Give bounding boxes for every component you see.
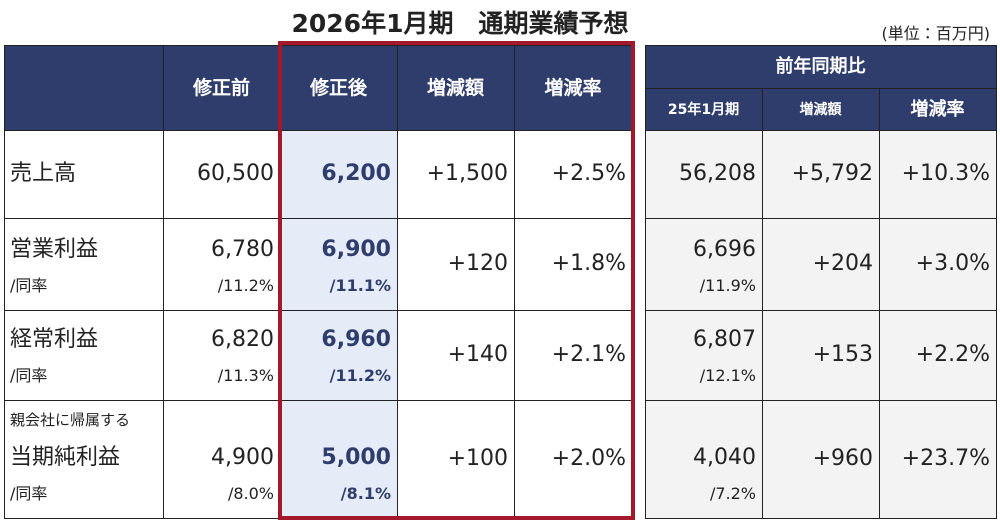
value: +1,500 xyxy=(426,160,508,186)
value: +960 xyxy=(812,445,873,471)
value: 4,900 xyxy=(211,444,274,470)
cell xyxy=(4,45,164,131)
value: 6,696 xyxy=(693,236,756,262)
row-label: 経常利益 xyxy=(10,326,99,352)
cell xyxy=(280,45,398,131)
ratio-label: /同率 xyxy=(10,275,48,295)
cell xyxy=(163,45,281,131)
cell xyxy=(163,310,281,401)
value: +3.0% xyxy=(915,250,990,276)
cell xyxy=(879,88,997,131)
ratio: /11.1% xyxy=(329,275,391,295)
value: +153 xyxy=(812,341,873,367)
ratio-label: /同率 xyxy=(10,483,48,503)
value: +2.5% xyxy=(551,160,626,186)
cell xyxy=(645,400,763,519)
column-header: 増減額 xyxy=(426,76,484,99)
row-label: 当期純利益 xyxy=(10,444,121,470)
column-header: 増減率 xyxy=(910,99,965,121)
ratio: /11.9% xyxy=(699,275,756,295)
row-label: 営業利益 xyxy=(10,236,99,262)
cell xyxy=(879,400,997,519)
value: 6,200 xyxy=(321,160,391,186)
ratio: /11.3% xyxy=(217,365,274,385)
cell xyxy=(645,130,763,219)
row-label: 売上高 xyxy=(10,160,77,186)
title: 2026年1月期 通期業績予想 xyxy=(291,9,629,38)
value: 60,500 xyxy=(197,160,274,186)
cell xyxy=(762,400,880,519)
row-label-prefix: 親会社に帰属する xyxy=(10,411,131,430)
column-header: 増減額 xyxy=(799,101,842,118)
value: +140 xyxy=(447,341,508,367)
ratio: /11.2% xyxy=(217,275,274,295)
cell xyxy=(645,218,763,311)
column-header: 修正後 xyxy=(309,76,367,99)
value: +5,792 xyxy=(791,160,873,186)
value: 6,780 xyxy=(211,236,274,262)
ratio: /12.1% xyxy=(699,365,756,385)
cell xyxy=(879,310,997,401)
ratio: /8.0% xyxy=(227,483,274,503)
cell xyxy=(4,310,164,401)
value: +100 xyxy=(447,445,508,471)
value: 4,040 xyxy=(693,444,756,470)
value: 6,820 xyxy=(211,326,274,352)
value: +1.8% xyxy=(551,250,626,276)
ratio: /7.2% xyxy=(709,483,756,503)
highlight-frame xyxy=(278,41,635,520)
column-header: 25年1月期 xyxy=(667,101,740,118)
cell xyxy=(280,218,398,311)
cell xyxy=(645,310,763,401)
value: +10.3% xyxy=(901,160,990,186)
value: 6,960 xyxy=(321,326,391,352)
value: +2.2% xyxy=(915,341,990,367)
value: +2.0% xyxy=(551,445,626,471)
value: +120 xyxy=(447,250,508,276)
cell xyxy=(762,218,880,311)
value: 56,208 xyxy=(679,160,756,186)
cell xyxy=(280,400,398,519)
group-header: 前年同期比 xyxy=(775,56,866,78)
ratio: /8.1% xyxy=(340,483,391,503)
unit: (単位：百万円) xyxy=(881,24,991,43)
cell xyxy=(4,218,164,311)
column-header: 修正前 xyxy=(192,76,250,99)
cell xyxy=(163,218,281,311)
column-header: 増減率 xyxy=(544,76,602,99)
ratio-label: /同率 xyxy=(10,365,48,385)
cell xyxy=(879,218,997,311)
value: +204 xyxy=(812,250,873,276)
value: 6,900 xyxy=(321,236,391,262)
value: 5,000 xyxy=(321,444,391,470)
value: 6,807 xyxy=(693,326,756,352)
value: +23.7% xyxy=(901,445,990,471)
value: +2.1% xyxy=(551,341,626,367)
cell xyxy=(879,130,997,219)
ratio: /11.2% xyxy=(329,365,391,385)
